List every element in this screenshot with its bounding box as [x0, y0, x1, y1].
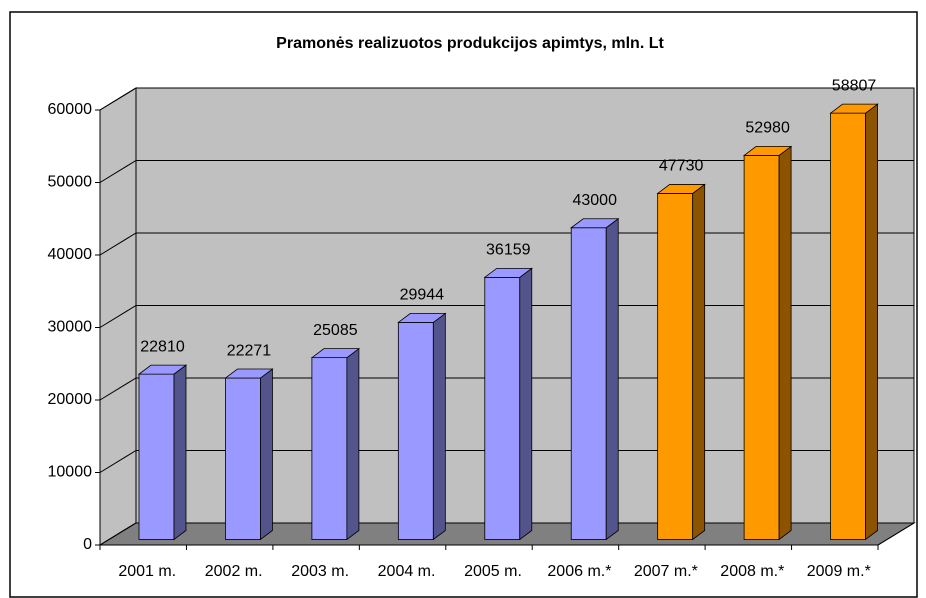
bar — [484, 276, 521, 540]
bar — [743, 154, 780, 540]
bar-top — [742, 145, 793, 156]
value-label: 25085 — [313, 322, 358, 339]
bar-top — [397, 313, 447, 323]
y-tick-label: 20000 — [48, 391, 93, 408]
value-label: 36159 — [486, 242, 531, 259]
bar-top — [137, 364, 188, 375]
grid-line — [99, 305, 914, 328]
grid-line — [99, 377, 914, 401]
grid-line — [99, 87, 914, 111]
y-tick-label: 40000 — [48, 246, 93, 263]
bar-top — [310, 348, 361, 359]
x-tick-label: 2004 m. — [378, 563, 436, 580]
chart-title: Pramonės realizuotos produkcijos apimtys… — [276, 35, 664, 52]
value-label: 29944 — [400, 287, 445, 304]
x-tick-label: 2009 m.* — [807, 563, 871, 580]
bar — [570, 227, 607, 540]
floor-edge — [877, 522, 915, 546]
bar — [830, 112, 866, 540]
x-tick-label: 2001 m. — [118, 563, 176, 580]
bar-side — [778, 145, 792, 541]
y-tick-label: 10000 — [48, 464, 93, 481]
bar-top — [829, 103, 879, 114]
value-label: 52980 — [745, 120, 790, 137]
value-label: 22810 — [140, 338, 185, 355]
grid-line — [99, 160, 914, 183]
value-label: 47730 — [659, 158, 704, 175]
bar-top — [656, 184, 706, 194]
bar-top — [224, 368, 274, 379]
bar-side — [692, 183, 706, 541]
bar — [657, 193, 694, 540]
bar-side — [432, 312, 446, 541]
x-tick-label: 2003 m. — [291, 563, 349, 580]
grid-line — [99, 522, 914, 546]
x-tick-label: 2005 m. — [464, 563, 522, 580]
bar-side — [519, 267, 533, 541]
x-tick-label: 2002 m. — [205, 563, 263, 580]
x-tick-label: 2006 m.* — [547, 563, 611, 580]
bar-side — [346, 347, 360, 541]
bar-side — [260, 368, 273, 541]
bar-side — [865, 103, 878, 541]
bar-top — [483, 267, 533, 278]
value-label: 43000 — [572, 192, 617, 209]
bar — [311, 357, 348, 540]
bar — [397, 322, 434, 540]
bar-side — [173, 364, 187, 541]
x-tick-label: 2007 m.* — [634, 563, 698, 580]
value-label: 58807 — [832, 77, 877, 94]
x-tick-label: 2008 m.* — [720, 563, 784, 580]
bar — [225, 377, 261, 540]
bar-top — [570, 218, 620, 229]
grid-line — [99, 450, 914, 473]
y-tick-label: 30000 — [48, 319, 93, 336]
y-tick-label: 50000 — [48, 174, 93, 191]
y-tick-label: 60000 — [48, 101, 93, 118]
bar — [138, 373, 175, 540]
value-label: 22271 — [227, 342, 272, 359]
bar-side — [605, 217, 619, 541]
grid-line — [99, 232, 914, 256]
y-tick-label: 0 — [83, 536, 92, 553]
